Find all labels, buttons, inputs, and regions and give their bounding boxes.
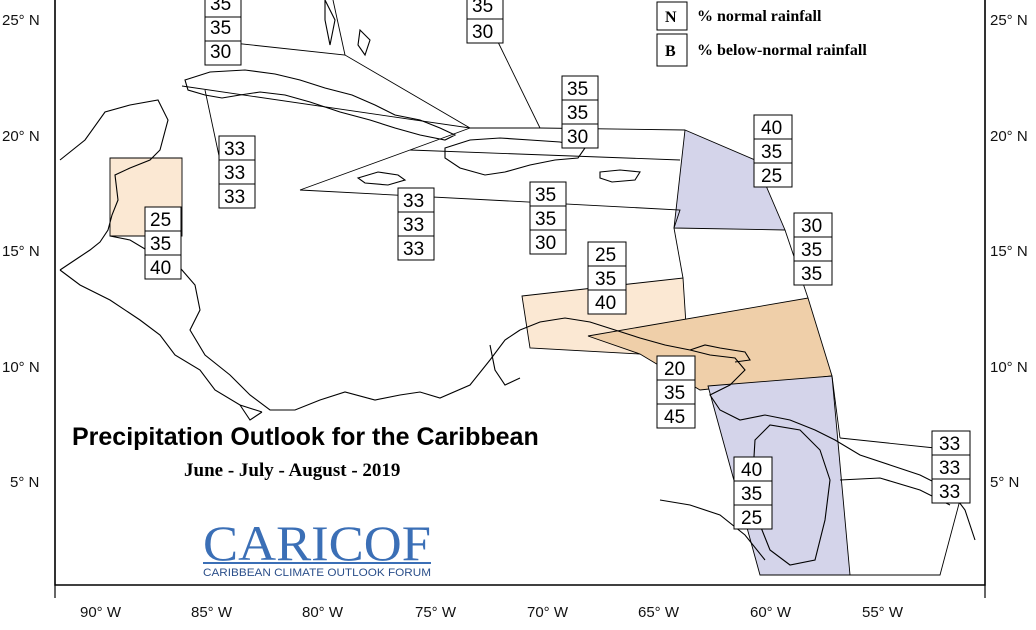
lat-label: 5° N — [10, 474, 39, 491]
forecast-box: 33 33 33 — [218, 135, 256, 209]
lon-label: 75° W — [415, 604, 457, 621]
box-value: 33 — [403, 239, 424, 260]
map-title: Precipitation Outlook for the Caribbean — [72, 423, 539, 451]
legend: N % normal rainfall B % below-normal rai… — [656, 1, 867, 67]
lat-label-right: 20° N — [990, 128, 1028, 145]
forecast-box: 30 35 35 — [793, 212, 833, 286]
box-value: 40 — [761, 118, 782, 139]
lon-label: 85° W — [191, 604, 233, 621]
lon-label: 65° W — [638, 604, 680, 621]
box-value: 25 — [761, 166, 782, 187]
box-value: 33 — [939, 458, 960, 479]
box-value: 33 — [224, 139, 245, 160]
lon-label: 80° W — [302, 604, 344, 621]
box-value: 40 — [741, 460, 762, 481]
box-value: 35 — [472, 0, 493, 17]
lat-label-right: 25° N — [990, 12, 1028, 29]
forecast-box: 33 33 33 — [397, 187, 435, 261]
box-value: 33 — [939, 434, 960, 455]
box-value: 35 — [741, 484, 762, 505]
legend-key-box — [656, 1, 688, 31]
box-value: 35 — [567, 79, 588, 100]
box-value: 35 — [535, 209, 556, 230]
box-value: 30 — [472, 22, 493, 43]
box-value: 33 — [224, 187, 245, 208]
box-value: 40 — [150, 258, 171, 279]
legend-key: N — [665, 9, 677, 26]
logo-wordmark: CARICOF — [203, 515, 431, 571]
box-value: 35 — [210, 18, 231, 39]
forecast-box: 25 35 40 — [587, 241, 627, 315]
lat-label: 25° N — [2, 12, 40, 29]
lon-label: 55° W — [862, 604, 904, 621]
box-value: 20 — [664, 359, 685, 380]
lat-label-right: 10° N — [990, 359, 1028, 376]
forecast-box: 40 35 25 — [733, 456, 773, 530]
box-value: 35 — [567, 103, 588, 124]
box-value: 35 — [801, 264, 822, 285]
lat-label-right: 15° N — [990, 243, 1028, 260]
forecast-box: 40 35 25 — [753, 114, 793, 188]
lon-label: 90° W — [80, 604, 122, 621]
box-value: 30 — [210, 42, 231, 63]
box-value: 35 — [801, 240, 822, 261]
box-value: 35 — [664, 383, 685, 404]
box-value: 40 — [595, 293, 616, 314]
lat-label: 10° N — [2, 359, 40, 376]
forecast-boxes: 35 35 30 35 30 33 33 33 25 35 40 — [144, 0, 971, 530]
lat-label-right: 5° N — [990, 474, 1019, 491]
box-value: 30 — [535, 233, 556, 254]
box-value: 33 — [403, 191, 424, 212]
forecast-box: 33 33 33 — [931, 430, 971, 504]
lon-label: 60° W — [750, 604, 792, 621]
legend-text: % below-normal rainfall — [697, 42, 867, 59]
lon-label: 70° W — [527, 604, 569, 621]
box-value: 33 — [224, 163, 245, 184]
lat-label: 15° N — [2, 243, 40, 260]
box-value: 45 — [664, 407, 685, 428]
box-value: 33 — [939, 482, 960, 503]
forecast-box: 25 35 40 — [144, 206, 182, 280]
forecast-box: 20 35 45 — [656, 355, 696, 429]
legend-key: B — [665, 43, 676, 60]
legend-key-box — [656, 33, 688, 67]
box-value: 35 — [595, 269, 616, 290]
box-value: 35 — [761, 142, 782, 163]
box-value: 35 — [535, 185, 556, 206]
forecast-box: 35 30 — [466, 0, 504, 44]
logo-tagline: CARIBBEAN CLIMATE OUTLOOK FORUM — [203, 567, 431, 579]
box-value: 35 — [150, 234, 171, 255]
longitude-labels: 90° W 85° W 80° W 75° W 70° W 65° W 60° … — [80, 604, 904, 621]
box-value: 25 — [741, 508, 762, 529]
box-value: 30 — [801, 216, 822, 237]
caricof-logo: CARICOF CARIBBEAN CLIMATE OUTLOOK FORUM — [203, 515, 431, 579]
box-value: 33 — [403, 215, 424, 236]
forecast-box: 35 35 30 — [561, 75, 599, 149]
legend-text: % normal rainfall — [697, 8, 822, 25]
lat-label: 20° N — [2, 128, 40, 145]
box-value: 25 — [595, 245, 616, 266]
box-value: 35 — [210, 0, 231, 15]
forecast-box: 35 35 30 — [529, 181, 567, 255]
box-value: 30 — [567, 127, 588, 148]
box-value: 25 — [150, 210, 171, 231]
latitude-labels: 25° N 20° N 15° N 10° N 5° N 25° N 20° N… — [2, 12, 1028, 491]
map-subtitle: June - July - August - 2019 — [184, 460, 400, 481]
forecast-box: 35 35 30 — [204, 0, 242, 66]
